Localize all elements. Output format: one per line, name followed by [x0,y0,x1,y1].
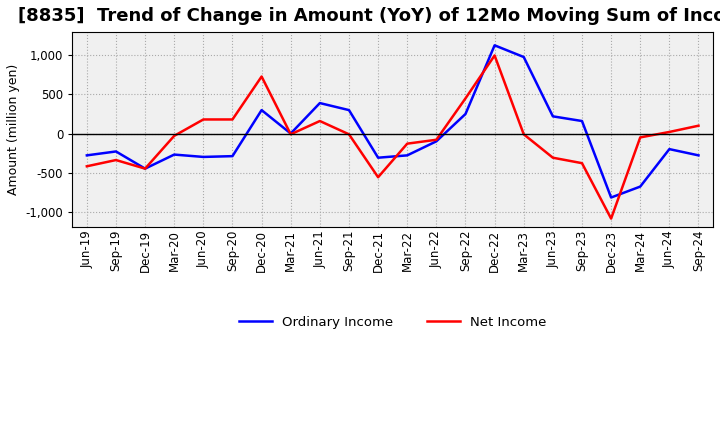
Net Income [199,117,207,122]
Net Income [83,164,91,169]
Ordinary Income [345,107,354,113]
Ordinary Income [694,153,703,158]
Ordinary Income [549,114,557,119]
Net Income [315,118,324,124]
Net Income [141,166,150,171]
Ordinary Income [432,139,441,144]
Ordinary Income [170,152,179,157]
Line: Ordinary Income: Ordinary Income [87,45,698,198]
Ordinary Income [228,154,237,159]
Net Income [694,123,703,128]
Net Income [519,132,528,137]
Ordinary Income [607,195,616,200]
Net Income [403,141,412,146]
Net Income [287,132,295,137]
Ordinary Income [665,147,674,152]
Net Income [374,175,382,180]
Ordinary Income [287,131,295,136]
Ordinary Income [577,118,586,124]
Ordinary Income [83,153,91,158]
Y-axis label: Amount (million yen): Amount (million yen) [7,64,20,195]
Net Income [607,216,616,221]
Net Income [228,117,237,122]
Ordinary Income [141,166,150,171]
Net Income [665,129,674,135]
Net Income [432,137,441,143]
Ordinary Income [490,43,499,48]
Net Income [462,96,470,101]
Line: Net Income: Net Income [87,55,698,219]
Ordinary Income [374,155,382,160]
Ordinary Income [462,111,470,117]
Net Income [257,74,266,79]
Ordinary Income [315,100,324,106]
Title: [8835]  Trend of Change in Amount (YoY) of 12Mo Moving Sum of Incomes: [8835] Trend of Change in Amount (YoY) o… [18,7,720,25]
Net Income [549,155,557,160]
Ordinary Income [199,154,207,160]
Ordinary Income [257,107,266,113]
Net Income [490,53,499,58]
Net Income [170,133,179,139]
Ordinary Income [403,153,412,158]
Legend: Ordinary Income, Net Income: Ordinary Income, Net Income [239,316,546,329]
Ordinary Income [636,184,644,189]
Ordinary Income [112,149,120,154]
Net Income [345,132,354,137]
Net Income [112,158,120,163]
Net Income [636,135,644,140]
Ordinary Income [519,55,528,60]
Net Income [577,161,586,166]
